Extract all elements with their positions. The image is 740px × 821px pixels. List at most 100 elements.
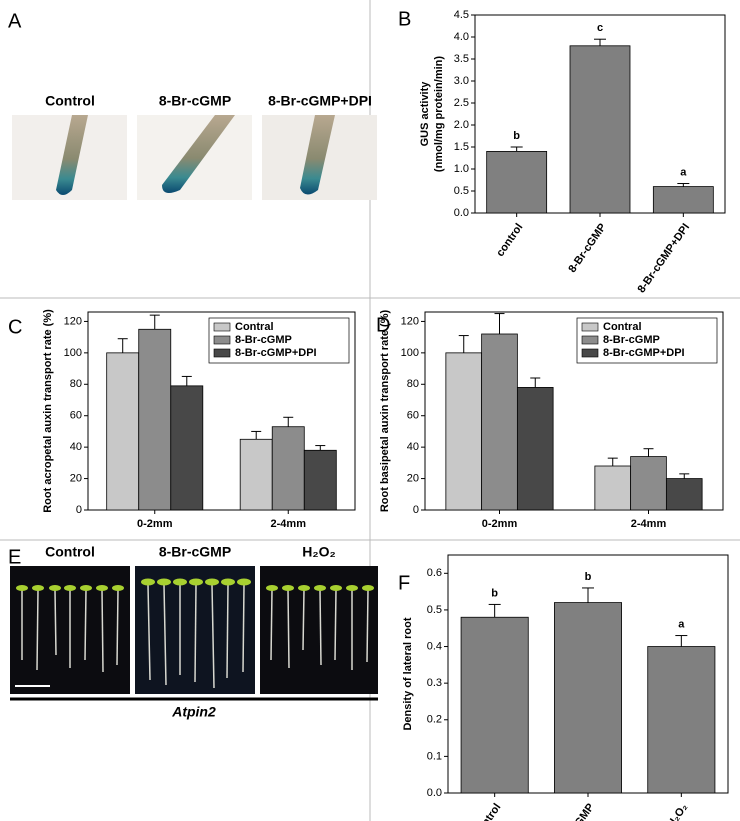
error-bar <box>251 430 262 440</box>
panel-label: E <box>8 546 21 568</box>
error-bar <box>283 416 294 427</box>
x-tick-label: 8-Br-cGMP <box>566 222 608 275</box>
x-tick-label: H₂O₂ <box>665 801 690 821</box>
y-tick-label: 120 <box>401 315 419 327</box>
y-tick-label: 1.5 <box>454 141 469 153</box>
bar <box>138 328 172 511</box>
bar <box>481 333 518 511</box>
x-tick-label: control <box>494 222 525 259</box>
y-tick-label: 0.0 <box>454 207 469 219</box>
bar <box>271 426 305 511</box>
bar <box>486 150 548 214</box>
panel-label: D <box>376 314 390 336</box>
y-tick-label: 2.5 <box>454 97 469 109</box>
bar <box>445 352 483 511</box>
error-bar <box>181 375 192 386</box>
y-tick-label: 0 <box>76 504 82 516</box>
x-tick-label: control <box>472 802 503 821</box>
panel-label: B <box>398 8 411 30</box>
legend-label: 8-Br-cGMP <box>235 334 292 346</box>
plot-frame <box>424 311 724 511</box>
genotype-label: Atpin2 <box>171 704 216 720</box>
bar <box>630 456 667 511</box>
bar <box>106 352 140 511</box>
x-tick-label: 8-Br-cGMP+DPI <box>636 222 693 296</box>
x-tick-label: 0-2mm <box>137 518 173 530</box>
y-tick-label: 60 <box>70 410 82 422</box>
significance-letter: c <box>597 22 603 34</box>
legend-swatch <box>581 348 599 358</box>
error-bar <box>494 313 505 334</box>
y-tick-label: 20 <box>407 472 419 484</box>
seedling-images <box>10 566 378 694</box>
y-tick-label: 120 <box>64 315 82 327</box>
legend-label: Contral <box>235 321 274 333</box>
legend-swatch <box>581 335 599 345</box>
error-bar <box>315 445 326 451</box>
y-tick-label: 0.0 <box>427 787 442 799</box>
error-bar <box>488 603 501 618</box>
x-tick-label: 0-2mm <box>482 518 518 530</box>
bar <box>460 616 529 794</box>
y-tick-label: 3.0 <box>454 75 469 87</box>
y-tick-label: 80 <box>407 378 419 390</box>
legend-label: 8-Br-cGMP+DPI <box>235 347 317 359</box>
significance-letter: b <box>491 587 498 599</box>
legend-swatch <box>213 335 231 345</box>
error-bar <box>530 377 541 388</box>
y-tick-label: 0.3 <box>427 677 442 689</box>
bar <box>554 602 623 794</box>
y-tick-label: 40 <box>407 441 419 453</box>
y-tick-label: 0.5 <box>454 185 469 197</box>
bar <box>170 385 204 511</box>
y-axis-label: GUS activity <box>419 81 431 147</box>
image-label: 8-Br-cGMP+DPI <box>268 93 372 109</box>
image <box>162 115 235 194</box>
error-bar <box>677 183 690 187</box>
bar <box>652 186 714 214</box>
legend-label: Contral <box>603 321 642 333</box>
legend-box <box>576 317 718 364</box>
legend-swatch <box>213 348 231 358</box>
y-tick-label: 60 <box>407 410 419 422</box>
y-tick-label: 0 <box>413 504 419 516</box>
y-tick-label: 20 <box>70 472 82 484</box>
y-axis-label: (nmol/mg protein/min) <box>433 56 445 172</box>
bar <box>303 449 337 511</box>
error-bar <box>149 314 160 330</box>
y-tick-label: 4.5 <box>454 9 469 21</box>
image-label: 8-Br-cGMP <box>159 544 231 560</box>
legend-swatch <box>581 322 599 332</box>
error-bar <box>582 587 594 603</box>
legend-label: 8-Br-cGMP+DPI <box>603 347 685 359</box>
image-label: Control <box>45 544 95 560</box>
y-tick-label: 0.2 <box>427 714 442 726</box>
y-tick-label: 2.0 <box>454 119 469 131</box>
bar <box>516 387 554 511</box>
y-tick-label: 40 <box>70 441 82 453</box>
y-tick-label: 0.5 <box>427 604 442 616</box>
y-axis-label: Density of lateral root <box>402 617 414 730</box>
error-bar <box>675 635 688 647</box>
y-tick-label: 100 <box>401 347 419 359</box>
bar <box>569 45 631 214</box>
y-tick-label: 100 <box>64 347 82 359</box>
significance-letter: a <box>678 618 685 630</box>
image <box>300 115 335 195</box>
panel-label: A <box>8 10 22 32</box>
image-label: H₂O₂ <box>302 544 335 560</box>
root-images <box>12 115 377 200</box>
significance-letter: a <box>680 166 687 178</box>
error-bar <box>679 473 690 479</box>
y-tick-label: 1.0 <box>454 163 469 175</box>
image-label: 8-Br-cGMP <box>159 93 231 109</box>
legend-swatch <box>213 322 231 332</box>
x-tick-label: 8-Br-cGMP <box>554 802 596 821</box>
error-bar <box>607 457 618 466</box>
error-bar <box>643 448 654 457</box>
bar <box>239 438 273 511</box>
y-axis-label: Root acropetal auxin transport rate (%) <box>42 309 54 513</box>
y-tick-label: 4.0 <box>454 31 469 43</box>
y-tick-label: 0.1 <box>427 750 442 762</box>
